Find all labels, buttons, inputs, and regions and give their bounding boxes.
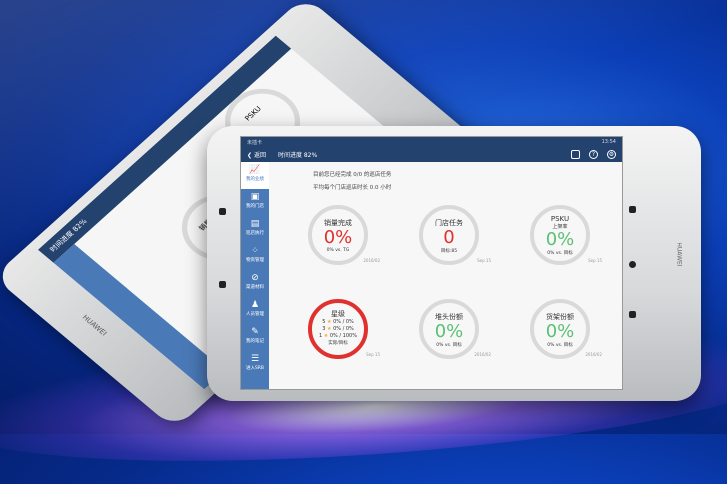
clipboard-icon: ▤ bbox=[250, 219, 260, 229]
card-title: 星级 bbox=[331, 310, 345, 318]
clock: 13:54 bbox=[601, 139, 616, 145]
summary: 目前您已经完成 0/0 的巡店任务 平均每个门店巡店时长 0.0 小时 bbox=[313, 169, 391, 195]
hardware-key bbox=[629, 206, 636, 213]
device-brand: HUAWEI bbox=[675, 242, 683, 267]
time-progress: 时间进度 82% bbox=[277, 152, 318, 159]
sidebar-item-staff[interactable]: ♟ 人员管理 bbox=[241, 297, 269, 324]
card-date: 2016/02 bbox=[474, 352, 491, 357]
app-screen: 未插卡 13:54 ❮ 返回 时间进度 82% ? ⚙ 📈 我的业绩 ▣ 我的门店 ▤ 巡… bbox=[240, 136, 623, 390]
sidebar-item-channel[interactable]: ⊘ 渠道材料 bbox=[241, 270, 269, 297]
card-title: PSKU bbox=[243, 105, 264, 123]
card-footer: 0% vs. 目标 bbox=[547, 251, 573, 256]
gear-icon[interactable]: ⚙ bbox=[607, 150, 616, 159]
card-footer: 目标:85 bbox=[440, 249, 458, 254]
device-brand: HUAWEI bbox=[80, 313, 109, 338]
status-bar: 未插卡 13:54 bbox=[241, 137, 622, 147]
card-footer: 0% vs. 目标 bbox=[547, 343, 573, 348]
card-value: 0% bbox=[545, 229, 575, 250]
card-title: 销量完成 bbox=[324, 219, 352, 227]
card-date: 2016/02 bbox=[363, 258, 380, 263]
card-value: 0 bbox=[443, 227, 455, 248]
front-tablet: HUAWEI 未插卡 13:54 ❮ 返回 时间进度 82% ? ⚙ 📈 我的业绩 ▣… bbox=[207, 126, 701, 401]
hardware-key bbox=[629, 311, 636, 318]
sidebar-label: 进入SRB bbox=[245, 366, 265, 371]
star-icon: ★ bbox=[323, 333, 329, 339]
sidebar-item-notes[interactable]: ✎ 我的笔记 bbox=[241, 324, 269, 351]
star-row: 5 ★ 0% / 0% bbox=[312, 319, 364, 326]
card-display-share[interactable]: 堆头份额 0% 0% vs. 目标 2016/02 bbox=[419, 299, 491, 359]
star-count: 5 bbox=[322, 319, 326, 325]
card-sales[interactable]: 销量完成 0% 0% vs. TG 2016/02 bbox=[308, 205, 380, 265]
back-label: 返回 bbox=[253, 152, 266, 159]
nav-bar: ❮ 返回 时间进度 82% ? ⚙ bbox=[241, 147, 622, 162]
card-value: 0% bbox=[323, 227, 353, 248]
clip-icon: ⊘ bbox=[251, 273, 259, 283]
star-value: 0% / 100% bbox=[329, 333, 357, 339]
star-count: 1 bbox=[319, 333, 323, 339]
star-icon: ★ bbox=[326, 319, 332, 325]
card-footer: 0% vs. 目标 bbox=[436, 343, 462, 348]
hardware-key bbox=[219, 208, 226, 215]
star-row: 1 ★ 0% / 100% bbox=[312, 333, 364, 340]
card-date: Sep 15 bbox=[588, 258, 602, 263]
sidebar-item-srb[interactable]: ☰ 进入SRB bbox=[241, 351, 269, 378]
hardware-key bbox=[629, 261, 636, 268]
sidebar-label: 我的业绩 bbox=[246, 177, 264, 182]
sidebar-label: 我的门店 bbox=[246, 204, 264, 209]
card-store-tasks[interactable]: 门店任务 0 目标:85 Sep 15 bbox=[419, 205, 491, 265]
summary-duration: 平均每个门店巡店时长 0.0 小时 bbox=[313, 185, 392, 191]
back-button[interactable]: ❮ 返回 bbox=[247, 152, 266, 159]
carrier: 未插卡 bbox=[247, 140, 263, 146]
card-footer: 实际/目标 bbox=[328, 341, 348, 346]
card-footer: 0% vs. TG bbox=[326, 248, 350, 253]
grid-icon: ⁘ bbox=[251, 246, 259, 256]
card-subtitle: 上架率 bbox=[552, 224, 568, 230]
sidebar-item-inspection[interactable]: ▤ 巡店执行 bbox=[241, 216, 269, 243]
card-shelf-share[interactable]: 货架份额 0% 0% vs. 目标 2016/02 bbox=[530, 299, 602, 359]
card-date: 2016/02 bbox=[585, 352, 602, 357]
hardware-key bbox=[219, 281, 226, 288]
card-date: Sep 15 bbox=[477, 258, 491, 263]
enter-icon: ☰ bbox=[250, 354, 260, 364]
sidebar-item-materials[interactable]: ⁘ 物资管理 bbox=[241, 243, 269, 270]
star-count: 3 bbox=[322, 326, 326, 332]
card-title: 门店任务 bbox=[435, 219, 463, 227]
star-row: 3 ★ 0% / 0% bbox=[312, 326, 364, 333]
card-star-rating[interactable]: 星级 5 ★ 0% / 0% 3 ★ 0% / 0% 1 ★ 0% / 100%… bbox=[308, 299, 380, 359]
star-icon: ★ bbox=[326, 326, 332, 332]
help-icon[interactable]: ? bbox=[589, 150, 598, 159]
summary-tasks: 目前您已经完成 0/0 的巡店任务 bbox=[313, 172, 392, 178]
people-icon: ♟ bbox=[250, 300, 260, 310]
sidebar-label: 渠道材料 bbox=[246, 285, 264, 290]
star-value: 0% / 0% bbox=[333, 326, 354, 332]
sidebar-item-stores[interactable]: ▣ 我的门店 bbox=[241, 189, 269, 216]
star-value: 0% / 0% bbox=[333, 319, 354, 325]
card-date: Sep 15 bbox=[366, 352, 380, 357]
card-value: 0% bbox=[434, 321, 464, 342]
sidebar-label: 我的笔记 bbox=[246, 339, 264, 344]
message-icon[interactable] bbox=[571, 150, 580, 159]
card-psku[interactable]: PSKU 上架率 0% 0% vs. 目标 Sep 15 bbox=[530, 205, 602, 265]
note-icon: ✎ bbox=[251, 327, 259, 337]
sidebar-item-performance[interactable]: 📈 我的业绩 bbox=[241, 162, 269, 189]
sidebar: 📈 我的业绩 ▣ 我的门店 ▤ 巡店执行 ⁘ 物资管理 ⊘ 渠道材料 ♟ 人员管理 ✎ 我的笔… bbox=[241, 162, 269, 389]
sidebar-label: 巡店执行 bbox=[246, 231, 264, 236]
sidebar-label: 人员管理 bbox=[246, 312, 264, 317]
chart-icon: 📈 bbox=[249, 165, 261, 175]
card-title: PSKU bbox=[550, 215, 570, 223]
sidebar-label: 物资管理 bbox=[246, 258, 264, 263]
store-icon: ▣ bbox=[250, 192, 260, 202]
card-title: 堆头份额 bbox=[435, 313, 463, 321]
card-value: 0% bbox=[545, 321, 575, 342]
card-title: 货架份额 bbox=[546, 313, 574, 321]
